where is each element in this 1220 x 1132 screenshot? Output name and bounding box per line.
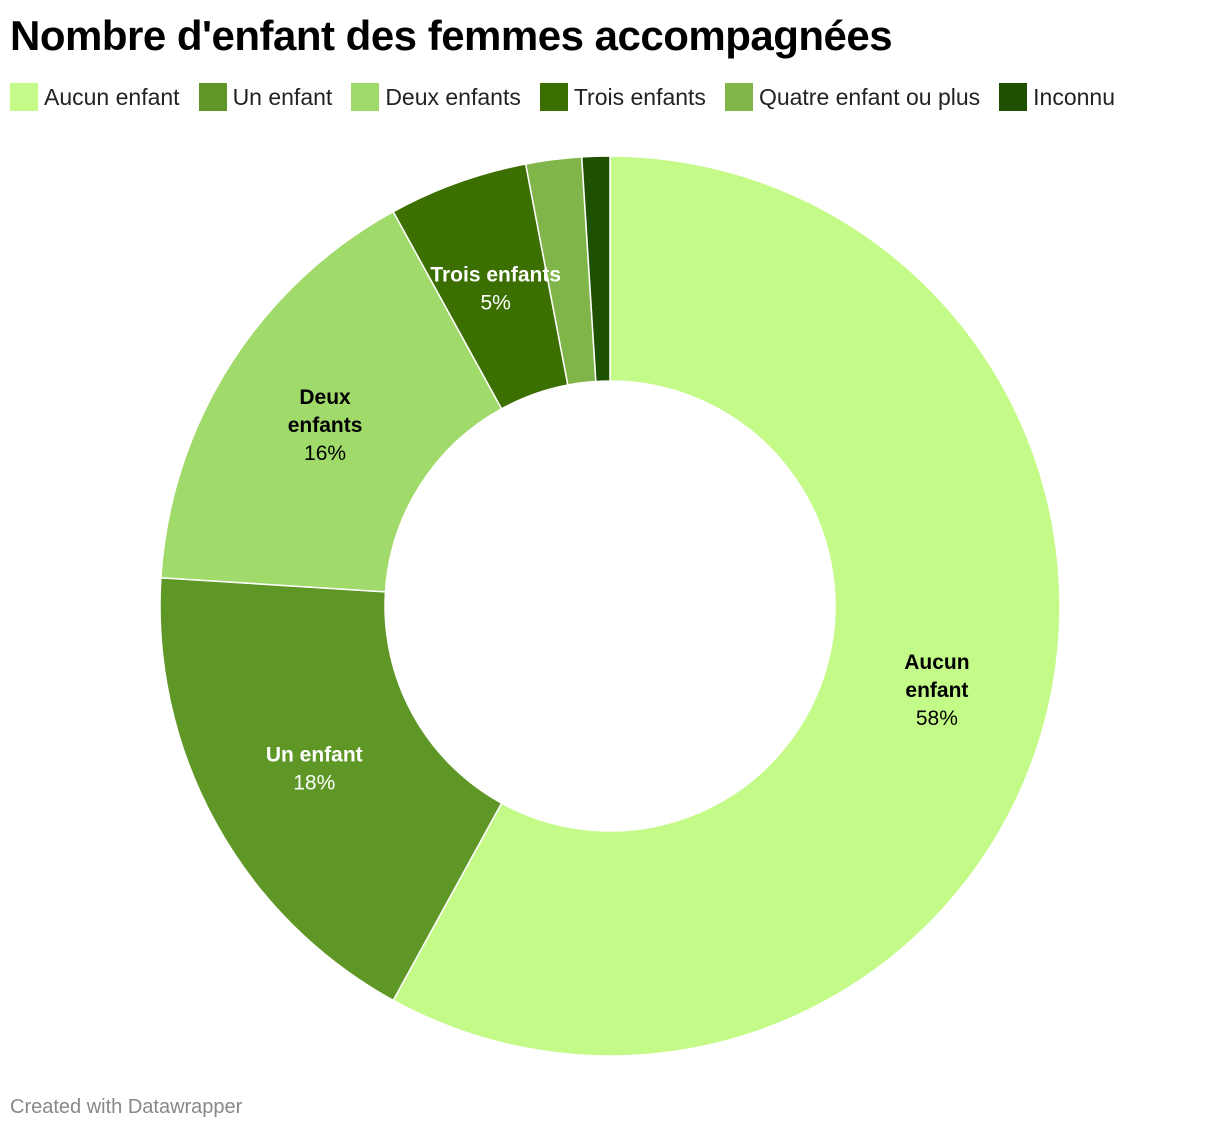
legend-item-inconnu: Inconnu	[999, 82, 1115, 112]
legend-swatch	[999, 83, 1028, 111]
legend-item-quatre-enfant-ou-plus: Quatre enfant ou plus	[724, 82, 981, 112]
slice-un-enfant[interactable]	[159, 576, 503, 1002]
legend-swatch	[724, 83, 753, 111]
legend-item-aucun-enfant: Aucun enfant	[10, 82, 180, 112]
slice-label-value: 58%	[916, 707, 958, 730]
slice-inconnu[interactable]	[580, 155, 611, 383]
legend-label: Un enfant	[232, 84, 333, 110]
slice-label-name: enfants	[288, 414, 363, 437]
slice-aucun-enfant[interactable]	[392, 155, 1061, 1057]
legend-item-deux-enfants: Deux enfants	[351, 82, 521, 112]
slice-label-name: Deux	[299, 386, 351, 409]
slice-label-un-enfant: Un enfant 18%	[266, 744, 363, 795]
slice-label-value: 5%	[480, 291, 510, 314]
legend-swatch	[10, 83, 38, 111]
slice-label-name: enfant	[905, 679, 968, 702]
slice-label-trois-enfants: Trois enfants 5%	[430, 263, 561, 314]
legend-swatch	[198, 83, 227, 111]
credit-footer[interactable]: Created with Datawrapper	[10, 1096, 243, 1118]
legend-item-un-enfant: Un enfant	[198, 82, 333, 112]
legend-label: Aucun enfant	[44, 84, 180, 110]
slice-label-name: Aucun	[904, 651, 969, 674]
slice-label-value: 18%	[293, 772, 335, 795]
legend-label: Inconnu	[1033, 84, 1116, 110]
slice-label-name: Un enfant	[266, 744, 363, 767]
legend-swatch	[351, 83, 380, 111]
chart-legend: Aucun enfant Un enfant Deux enfants Trois e…	[10, 82, 1134, 112]
legend-swatch	[539, 83, 568, 111]
slice-label-aucun-enfant: Aucun enfant 58%	[904, 651, 969, 730]
slice-label-deux-enfants: Deux enfants 16%	[288, 386, 363, 465]
slice-label-name: Trois enfants	[430, 263, 561, 286]
legend-label: Deux enfants	[385, 84, 521, 110]
legend-label: Quatre enfant ou plus	[758, 84, 981, 110]
legend-item-trois-enfants: Trois enfants	[539, 82, 706, 112]
slice-label-value: 16%	[304, 442, 346, 465]
slice-deux-enfants[interactable]	[160, 210, 503, 593]
legend-label: Trois enfants	[573, 84, 706, 110]
chart-title: Nombre d'enfant des femmes accompagnées	[10, 12, 893, 59]
